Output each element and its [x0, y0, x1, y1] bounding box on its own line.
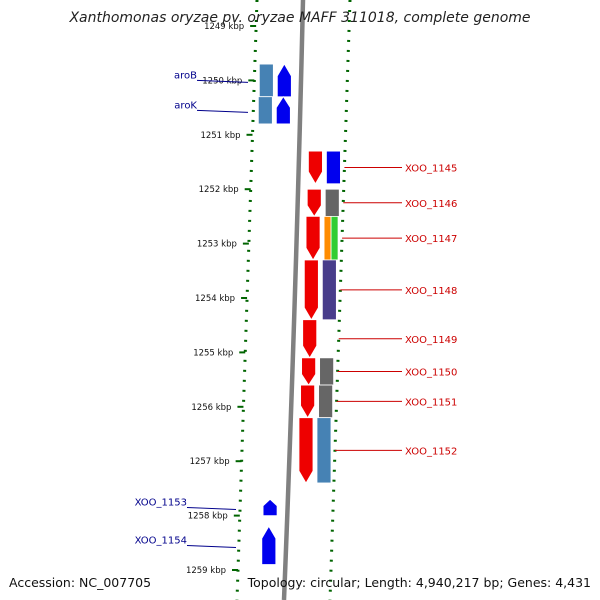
reverse-gene-label: XOO_1153	[135, 497, 187, 508]
kbp-tick-label: 1258 kbp	[188, 512, 228, 522]
kbp-tick-label: 1249 kbp	[204, 22, 244, 32]
forward-gene-arrow	[306, 188, 322, 218]
forward-cog-block	[324, 188, 340, 217]
forward-cog-block	[318, 384, 334, 419]
backbone-layer	[281, 0, 306, 600]
reverse-cog-block	[258, 63, 274, 98]
map-title: Xanthomonas oryzae pv. oryzae MAFF 31101…	[69, 10, 531, 26]
reverse-gene-arrow	[275, 95, 291, 125]
forward-cog-block	[319, 357, 335, 386]
forward-gene-arrow	[308, 150, 323, 185]
forward-cog-block	[326, 150, 341, 185]
forward-gene-arrow	[300, 384, 316, 419]
reverse-gene-arrow	[261, 525, 277, 565]
kbp-tick-label: 1252 kbp	[199, 185, 239, 195]
forward-gene-arrow	[305, 215, 321, 261]
kbp-tick-label: 1251 kbp	[200, 131, 240, 141]
topology-label: Topology: circular; Length: 4,940,217 bp…	[247, 575, 591, 590]
reverse-cog-block	[257, 96, 273, 125]
kbp-tick-label: 1257 kbp	[190, 457, 230, 467]
reverse-gene-label: aroB	[174, 70, 197, 81]
kbp-tick-label: 1254 kbp	[195, 294, 235, 304]
reverse-gene-leader	[186, 506, 237, 510]
forward-gene-label: XOO_1152	[405, 446, 457, 457]
forward-cog-block	[316, 417, 332, 484]
forward-gene-arrow	[302, 319, 318, 359]
forward-gene-arrow	[303, 259, 319, 321]
feature-layer	[257, 63, 341, 565]
reverse-gene-leader	[186, 545, 237, 549]
kbp-tick-label: 1253 kbp	[197, 240, 237, 250]
kbp-tick-label: 1256 kbp	[191, 403, 231, 413]
reverse-gene-label: aroK	[174, 100, 197, 111]
forward-cog-block	[321, 259, 337, 321]
reverse-gene-arrow	[276, 63, 292, 98]
forward-gene-label: XOO_1149	[405, 335, 457, 346]
forward-cog-block	[330, 215, 339, 261]
forward-gene-label: XOO_1150	[405, 367, 457, 378]
forward-gene-label: XOO_1147	[405, 234, 457, 245]
accession-label: Accession: NC_007705	[9, 575, 152, 590]
forward-cog-block	[323, 215, 332, 261]
forward-gene-label: XOO_1145	[405, 163, 457, 174]
forward-gene-arrow	[298, 417, 314, 484]
forward-gene-arrow	[301, 357, 317, 386]
kbp-tick-label: 1259 kbp	[186, 566, 226, 576]
reverse-gene-arrow	[262, 498, 278, 516]
forward-gene-label: XOO_1148	[405, 286, 457, 297]
kbp-tick-label: 1255 kbp	[193, 348, 233, 358]
genome-backbone	[281, 0, 306, 600]
reverse-gene-label: XOO_1154	[135, 536, 187, 547]
track-dots-layer	[232, 0, 352, 600]
right-track-guide	[328, 0, 352, 600]
left-track-guide	[235, 0, 259, 600]
forward-gene-label: XOO_1151	[405, 397, 457, 408]
reverse-gene-leader	[196, 79, 249, 83]
forward-gene-label: XOO_1146	[405, 199, 457, 210]
reverse-gene-leader	[196, 109, 249, 113]
